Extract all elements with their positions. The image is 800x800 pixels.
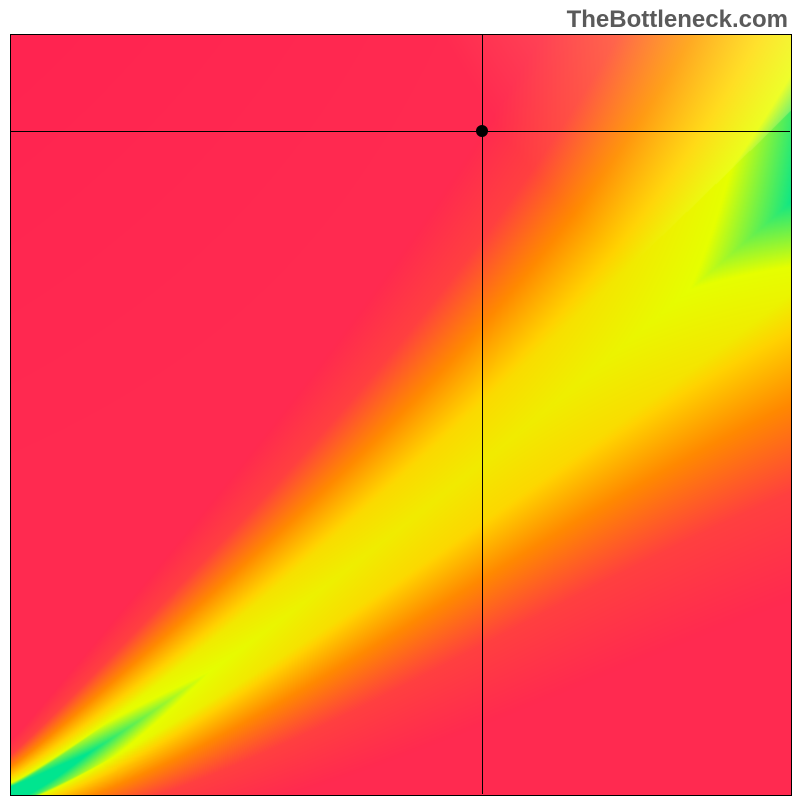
- crosshair-marker-dot: [476, 125, 488, 137]
- crosshair-horizontal: [10, 131, 790, 132]
- crosshair-vertical: [482, 34, 483, 794]
- heatmap-canvas: [10, 34, 792, 796]
- heatmap-chart: [10, 34, 790, 794]
- watermark-text: TheBottleneck.com: [567, 6, 788, 34]
